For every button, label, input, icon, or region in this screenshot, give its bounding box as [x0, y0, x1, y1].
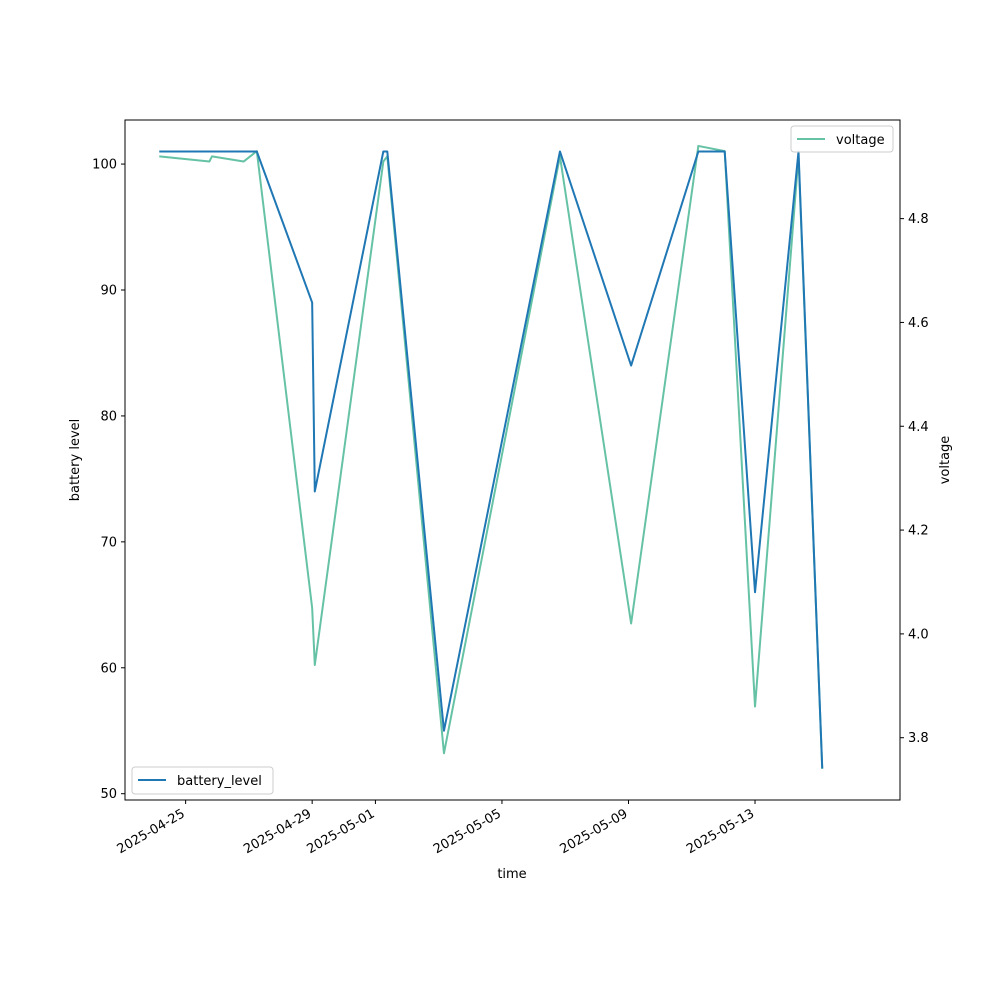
left-y-tick-label: 80: [100, 409, 117, 424]
left-y-tick-label: 50: [100, 787, 117, 802]
right-y-tick-label: 4.2: [908, 524, 929, 539]
right-y-tick-label: 3.8: [908, 731, 929, 746]
legend-voltage: voltage: [790, 125, 894, 153]
right-y-tick-label: 4.0: [908, 627, 929, 642]
left-axis-label: battery level: [68, 419, 83, 502]
legend-battery-level: battery_level: [131, 766, 274, 795]
series-layer: [159, 144, 824, 769]
right-y-tick-label: 4.6: [908, 316, 929, 331]
plot-frame: [124, 119, 901, 801]
legend-box: [790, 125, 894, 153]
right-y-tick-label: 4.8: [908, 212, 929, 227]
right-axis-label: voltage: [938, 436, 953, 485]
legend-label-battery-level: battery_level: [177, 774, 262, 789]
left-y-tick-label: 90: [100, 284, 117, 299]
series-line-battery-level: [159, 150, 824, 769]
legend-label-voltage: voltage: [836, 133, 885, 148]
legend-box: [131, 766, 274, 795]
plot-area: [125, 120, 900, 800]
x-axis-label: time: [497, 867, 526, 882]
right-y-tick-label: 4.4: [908, 420, 929, 435]
left-y-tick-label: 100: [92, 158, 117, 173]
left-y-tick-label: 70: [100, 535, 117, 550]
left-y-tick-label: 60: [100, 661, 117, 676]
